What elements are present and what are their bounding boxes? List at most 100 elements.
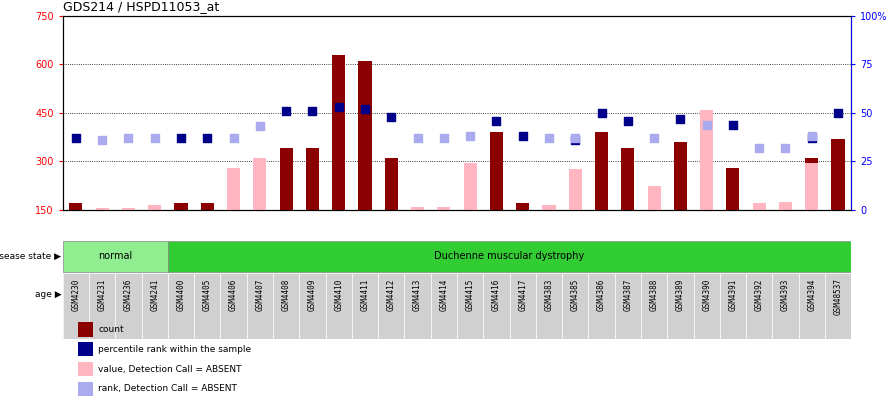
Bar <box>325 273 352 339</box>
Bar <box>562 273 589 339</box>
Text: GSM4409: GSM4409 <box>308 278 317 311</box>
Point <box>384 114 399 120</box>
Bar <box>79 362 92 376</box>
Text: normal: normal <box>99 251 133 261</box>
Bar <box>384 158 398 210</box>
Bar <box>490 132 503 210</box>
Text: GSM4400: GSM4400 <box>177 278 185 311</box>
Text: GSM4241: GSM4241 <box>151 278 159 311</box>
Bar <box>378 273 404 339</box>
Bar <box>116 273 142 339</box>
Bar <box>220 273 246 339</box>
Point <box>542 135 556 141</box>
Point <box>200 135 214 141</box>
Text: GSM48537: GSM48537 <box>833 278 842 316</box>
Point <box>332 104 346 110</box>
Text: GSM4393: GSM4393 <box>781 278 790 311</box>
Text: GSM4412: GSM4412 <box>387 278 396 311</box>
Bar <box>306 148 319 210</box>
Point <box>568 137 582 143</box>
Point <box>95 137 109 143</box>
Bar <box>69 204 82 210</box>
Bar <box>227 168 240 210</box>
Text: GSM4410: GSM4410 <box>334 278 343 311</box>
Text: GSM4415: GSM4415 <box>466 278 475 311</box>
Bar <box>431 273 457 339</box>
Bar <box>63 241 168 272</box>
Text: Duchenne muscular dystrophy: Duchenne muscular dystrophy <box>435 251 585 261</box>
Point <box>69 135 83 141</box>
Bar <box>746 273 772 339</box>
Bar <box>142 273 168 339</box>
Text: 5-12 year: 5-12 year <box>158 289 204 299</box>
Bar <box>569 194 582 210</box>
Bar <box>411 207 424 210</box>
Text: GSM4387: GSM4387 <box>624 278 633 311</box>
Text: GSM4413: GSM4413 <box>413 278 422 311</box>
Bar <box>542 205 556 210</box>
Bar <box>615 279 851 309</box>
Bar <box>779 202 792 210</box>
Point <box>831 110 845 116</box>
Bar <box>674 142 687 210</box>
Bar <box>753 204 766 210</box>
Text: 5-6 year: 5-6 year <box>384 289 425 299</box>
Point <box>568 135 582 141</box>
Point <box>121 135 135 141</box>
Point <box>410 135 425 141</box>
Point <box>805 135 819 141</box>
Bar <box>168 241 851 272</box>
Bar <box>510 273 536 339</box>
Point <box>253 123 267 129</box>
Text: GSM4417: GSM4417 <box>518 278 527 311</box>
Text: GSM4408: GSM4408 <box>281 278 290 311</box>
Text: GSM4411: GSM4411 <box>360 278 369 311</box>
Point <box>752 145 766 151</box>
Text: rank, Detection Call = ABSENT: rank, Detection Call = ABSENT <box>99 385 237 393</box>
Bar <box>168 279 194 309</box>
Text: GDS214 / HSPD11053_at: GDS214 / HSPD11053_at <box>63 0 219 13</box>
Bar <box>806 163 818 210</box>
Point <box>647 135 661 141</box>
Text: GSM4405: GSM4405 <box>202 278 211 311</box>
Point <box>673 116 687 122</box>
Bar <box>806 158 818 210</box>
Bar <box>437 207 451 210</box>
Bar <box>79 382 92 396</box>
Text: GSM4392: GSM4392 <box>754 278 763 311</box>
Bar <box>668 273 694 339</box>
Point <box>779 145 793 151</box>
Bar <box>569 169 582 210</box>
Bar <box>148 205 161 210</box>
Text: GSM4231: GSM4231 <box>98 278 107 311</box>
Point <box>436 135 451 141</box>
Bar <box>352 273 378 339</box>
Text: count: count <box>99 325 124 334</box>
Text: GSM4391: GSM4391 <box>728 278 737 311</box>
Text: disease state ▶: disease state ▶ <box>0 252 62 261</box>
Bar <box>831 139 845 210</box>
Bar <box>694 273 719 339</box>
Bar <box>404 273 431 339</box>
Bar <box>201 204 214 210</box>
Bar <box>825 273 851 339</box>
Bar <box>621 148 634 210</box>
Bar <box>595 132 608 210</box>
Point <box>148 135 162 141</box>
Text: GSM4385: GSM4385 <box>571 278 580 311</box>
Point <box>805 133 819 139</box>
Text: 10-12 year: 10-12 year <box>706 289 760 299</box>
Bar <box>536 273 562 339</box>
Point <box>358 106 372 112</box>
Text: GSM4389: GSM4389 <box>676 278 685 311</box>
Bar <box>641 273 668 339</box>
Bar <box>254 158 266 210</box>
Point <box>515 133 530 139</box>
Text: age ▶: age ▶ <box>35 289 62 299</box>
Bar <box>175 204 187 210</box>
Bar <box>798 273 825 339</box>
Point <box>174 135 188 141</box>
Bar <box>719 273 746 339</box>
Bar <box>79 322 92 337</box>
Point <box>279 108 293 114</box>
